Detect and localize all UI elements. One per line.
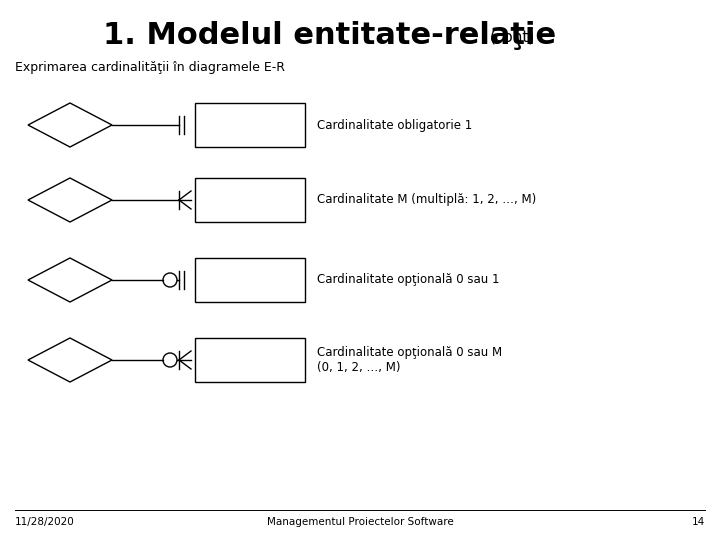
Text: (cont): (cont) (490, 30, 535, 44)
Text: Cardinalitate opţională 0 sau 1: Cardinalitate opţională 0 sau 1 (317, 273, 500, 287)
Text: Managementul Proiectelor Software: Managementul Proiectelor Software (266, 517, 454, 527)
Text: Cardinalitate opţională 0 sau M
(0, 1, 2, …, M): Cardinalitate opţională 0 sau M (0, 1, 2… (317, 346, 502, 374)
Text: 14: 14 (692, 517, 705, 527)
Text: Cardinalitate obligatorie 1: Cardinalitate obligatorie 1 (317, 118, 472, 132)
Text: 11/28/2020: 11/28/2020 (15, 517, 75, 527)
Text: Exprimarea cardinalităţii în diagramele E-R: Exprimarea cardinalităţii în diagramele … (15, 60, 285, 73)
Text: 1. Modelul entitate-relaţie: 1. Modelul entitate-relaţie (104, 21, 557, 50)
Text: Cardinalitate M (multiplă: 1, 2, …, M): Cardinalitate M (multiplă: 1, 2, …, M) (317, 193, 536, 206)
